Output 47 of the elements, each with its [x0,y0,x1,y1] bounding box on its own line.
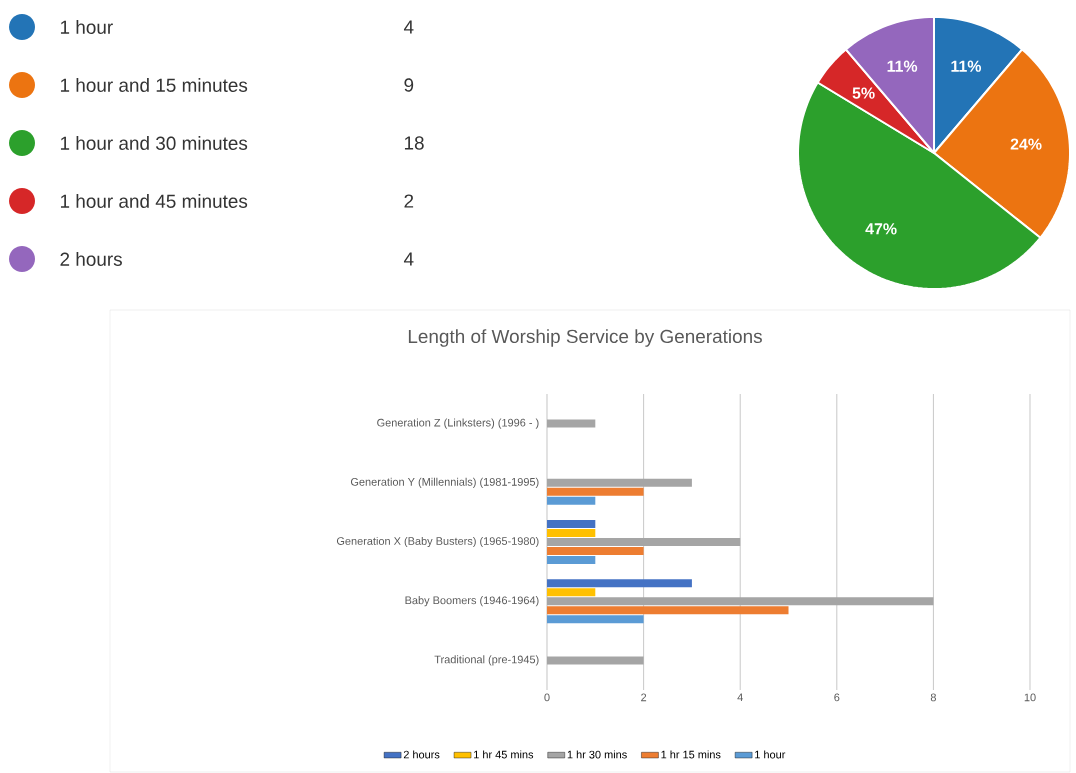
bar [547,556,596,565]
data-label: 11% [887,60,918,72]
legend-label: 1 hour [60,20,113,34]
y-tick-label: Generation Y (Millennials) (1981-1995) [350,477,539,488]
bar [547,547,644,556]
x-tick-label: 4 [737,693,743,702]
bar [547,478,692,487]
bar [547,615,644,624]
data-label: 11% [951,60,982,72]
bar [547,520,596,529]
text: 2 [404,194,414,208]
data-label: 5% [852,87,875,99]
bar [547,529,596,538]
bar [547,588,596,597]
bar [547,487,644,496]
bar [547,496,596,505]
x-tick-label: 2 [641,693,647,702]
legend-label: 1 hr 15 mins [661,750,721,759]
legend-label: 2 hours [403,750,440,759]
chart-title: Length of Worship Service by Generations [408,329,762,347]
x-tick-label: 0 [544,693,550,702]
bar [547,419,596,428]
x-tick-label: 10 [1024,693,1036,702]
legend-label: 1 hr 30 mins [567,750,627,759]
y-tick-label: Baby Boomers (1946-1964) [405,596,539,607]
y-tick-label: Generation X (Baby Busters) (1965-1980) [336,536,539,548]
text: 4 [403,252,414,266]
text: 4 [403,20,414,34]
data-label: 24% [1010,138,1042,150]
bar [547,606,789,615]
x-tick-label: 6 [834,693,840,702]
bar [547,597,934,606]
legend-label: 1 hour and 45 minutes [60,194,248,208]
x-tick-label: 8 [930,693,936,702]
legend-label: 1 hour and 30 minutes [60,136,248,150]
text: 9 [404,78,414,92]
text: 18 [404,136,424,150]
legend-label: 1 hour and 15 minutes [60,78,248,92]
y-tick-label: Traditional (pre-1945) [434,655,539,666]
legend-label: 1 hr 45 mins [474,750,534,759]
bar [547,538,741,547]
bar [547,656,644,665]
legend-label: 1 hour [755,750,786,759]
data-label: 47% [865,223,897,235]
y-tick-label: Generation Z (Linksters) (1996 - ) [377,418,539,429]
legend-label: 2 hours [60,252,122,266]
bar [547,579,692,588]
